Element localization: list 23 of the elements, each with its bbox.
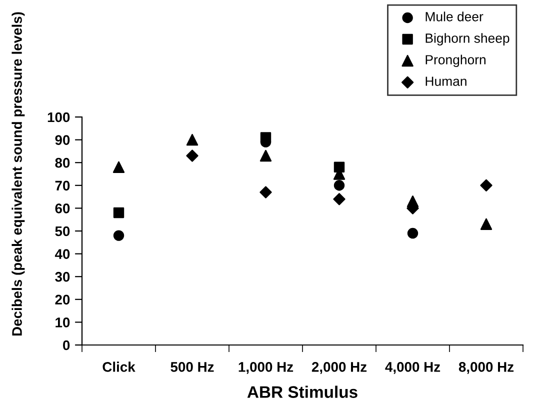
legend-label: Bighorn sheep <box>426 33 510 46</box>
x-tick-label: 8,000 Hz <box>458 362 514 374</box>
legend-label: Human <box>426 76 466 86</box>
x-tick-label: 500 Hz <box>170 362 214 372</box>
x-tick-label: 1,000 Hz <box>238 362 294 374</box>
y-tick-label: 80 <box>55 158 70 168</box>
y-tick-label: 20 <box>55 294 70 305</box>
y-tick-label: 90 <box>55 135 70 145</box>
x-tick-label: 2,000 Hz <box>312 362 367 374</box>
x-tick-label: 4,000 Hz <box>385 362 440 374</box>
x-tick-label: Click <box>102 362 136 372</box>
y-tick-label: 70 <box>55 180 70 191</box>
y-tick-label: 30 <box>55 272 70 282</box>
y-tick-label: 50 <box>55 226 70 236</box>
y-tick-label: 0 <box>63 340 70 350</box>
y-axis-title: Decibels (peak equivalent sound pressure levels) <box>12 12 25 336</box>
y-tick-label: 60 <box>55 204 70 214</box>
y-tick-label: 100 <box>48 112 70 122</box>
legend-label: Mule deer <box>426 12 484 22</box>
legend-label: Pronghorn <box>426 54 486 68</box>
x-axis-title: ABR Stimulus <box>247 386 358 398</box>
y-tick-label: 10 <box>56 318 70 328</box>
y-tick-label: 40 <box>54 249 70 259</box>
